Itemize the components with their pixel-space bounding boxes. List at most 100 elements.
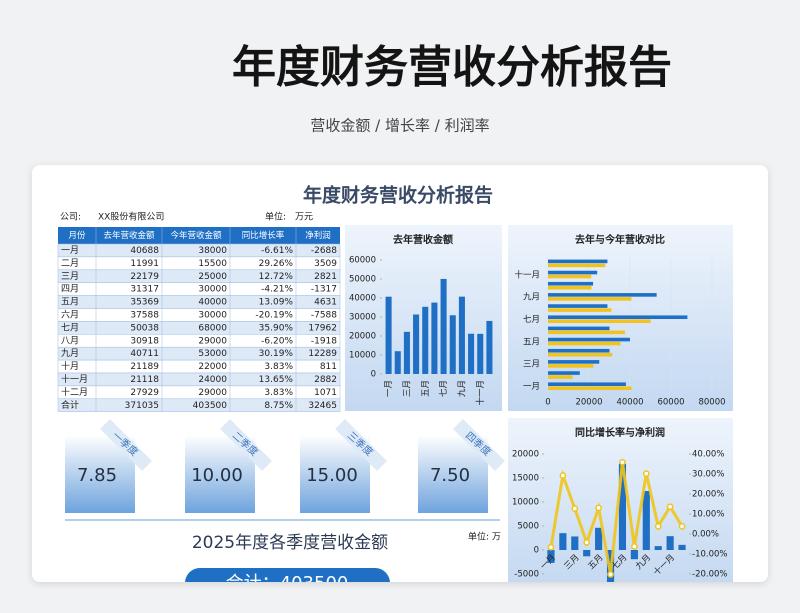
cell: 十月 xyxy=(61,360,79,372)
cell: 32465 xyxy=(308,401,337,411)
cell: 2882 xyxy=(314,375,337,385)
x-tick-label: 十一月 xyxy=(475,380,486,406)
point xyxy=(595,504,602,512)
cell: 40711 xyxy=(130,349,159,359)
x-tick-label: 20000 xyxy=(575,398,602,408)
y-tick-label: 七月 xyxy=(523,315,540,325)
cell: 六月 xyxy=(61,308,79,320)
cell: 12.72% xyxy=(259,272,294,282)
column-header: 今年营收金额 xyxy=(170,230,222,241)
point xyxy=(642,470,650,477)
cell: 403500 xyxy=(193,401,228,411)
bar xyxy=(571,536,579,550)
cell: 八月 xyxy=(61,335,79,346)
point xyxy=(619,458,626,466)
y2-tick-label: 0.00% xyxy=(692,530,719,540)
bar xyxy=(548,352,613,357)
cell: 3.83% xyxy=(264,388,293,398)
bar xyxy=(678,544,686,550)
table-row xyxy=(57,398,341,412)
bar xyxy=(440,278,447,374)
bar xyxy=(486,320,493,374)
cell: 15500 xyxy=(198,259,227,269)
unit-label: 单位: xyxy=(265,211,286,223)
cell: 3509 xyxy=(314,259,337,269)
quarter-tag xyxy=(220,419,272,471)
y-tick-label: 10000 xyxy=(349,351,376,361)
cell: 811 xyxy=(320,362,337,372)
cell: 38000 xyxy=(198,246,227,256)
bar xyxy=(477,333,484,374)
bar xyxy=(548,304,608,308)
bar xyxy=(666,536,674,550)
bar xyxy=(422,306,429,374)
unit: 万元 xyxy=(295,213,313,223)
bar xyxy=(630,550,638,560)
point xyxy=(607,571,614,578)
bar xyxy=(548,263,606,268)
x-tick-label: 60000 xyxy=(657,398,684,408)
chart-title: 去年营收金额 xyxy=(393,233,453,246)
y-tick-label: 0 xyxy=(371,370,376,380)
total-pill xyxy=(185,568,390,582)
quarters-title: 2025年度各季度营收金额 xyxy=(192,533,388,553)
report-title: 年度财务营收分析报告 xyxy=(303,184,493,207)
quarter-value: 15.00 xyxy=(306,465,358,486)
x-tick-label: 三月 xyxy=(402,380,412,397)
y-tick-label: 5000 xyxy=(517,522,539,532)
x-tick-label: 40000 xyxy=(616,398,643,408)
bar xyxy=(403,331,410,374)
bar xyxy=(548,285,592,290)
bar xyxy=(394,351,401,374)
cell: 24000 xyxy=(198,375,227,385)
cell: 13.09% xyxy=(259,298,294,308)
cell: 3.83% xyxy=(264,362,293,372)
bar xyxy=(618,463,627,550)
y-tick-label: 五月 xyxy=(523,337,540,347)
bar xyxy=(548,337,630,342)
cell: 十二月 xyxy=(61,386,88,398)
y-tick-label: 十一月 xyxy=(514,269,540,280)
y-tick-label: 0 xyxy=(534,546,539,556)
cell: 三月 xyxy=(61,271,79,282)
table-header xyxy=(58,227,340,244)
cell: -4.21% xyxy=(261,285,293,295)
cell: 35.90% xyxy=(259,323,294,333)
y2-tick-label: 20.00% xyxy=(692,490,724,500)
y-tick-label: 20000 xyxy=(349,332,376,342)
cell: 13.65% xyxy=(259,375,294,385)
cell: 17962 xyxy=(308,323,337,333)
page-title: 年度财务营收分析报告 xyxy=(232,42,672,93)
y-tick-label: 30000 xyxy=(349,313,376,323)
point xyxy=(559,472,567,479)
y-tick-label: 九月 xyxy=(523,293,540,303)
quarter-value: 7.50 xyxy=(430,465,470,486)
bar xyxy=(385,296,392,374)
y-tick-label: 10000 xyxy=(512,498,539,508)
x-tick-label: 五月 xyxy=(421,380,431,397)
cell: 50038 xyxy=(130,323,159,333)
y2-tick-label: -20.00% xyxy=(692,570,727,580)
bar xyxy=(458,296,465,374)
cell: 35369 xyxy=(130,298,159,308)
y-tick-label: 一月 xyxy=(523,382,540,392)
cell: 十一月 xyxy=(61,373,88,385)
point xyxy=(654,522,662,530)
quarters-total: 合计：403500 xyxy=(226,573,349,594)
cell: -2688 xyxy=(311,246,337,256)
cell: 11991 xyxy=(130,259,159,269)
bar xyxy=(547,550,555,563)
chart-title: 去年与今年营收对比 xyxy=(575,233,665,246)
bar xyxy=(548,319,651,324)
cell: -7588 xyxy=(311,310,337,320)
line xyxy=(549,461,684,575)
bar xyxy=(548,270,598,275)
quarters-unit: 单位: 万 xyxy=(468,531,501,543)
bar xyxy=(548,364,594,368)
cell: 12289 xyxy=(308,349,337,359)
cell: 29000 xyxy=(198,336,227,346)
cell: 一月 xyxy=(61,245,79,256)
x-tick-label: 七月 xyxy=(439,380,449,397)
x-tick-label: 0 xyxy=(545,398,550,408)
cell: 30000 xyxy=(198,285,227,295)
